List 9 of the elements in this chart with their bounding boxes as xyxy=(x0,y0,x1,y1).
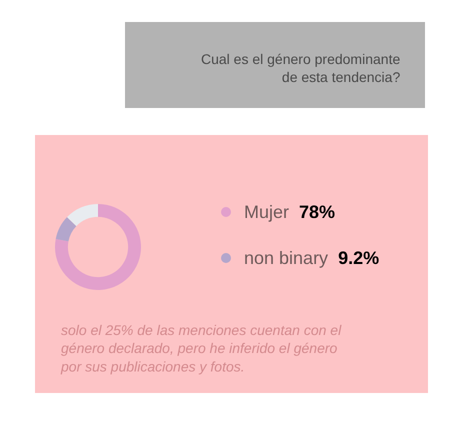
donut-slice xyxy=(56,217,76,242)
chart-title: Cual es el género predominante de esta tendencia? xyxy=(201,51,400,86)
data-label: 78% xyxy=(299,202,336,222)
donut-slice xyxy=(55,204,141,290)
legend-label: Mujer xyxy=(244,202,290,222)
data-label: 9.2% xyxy=(338,248,380,268)
text: solo el 25% de las menciones cuentan con el género declarado, pero he inferido el género por sus publicaciones y fotos. xyxy=(60,322,342,374)
legend-label: non binary xyxy=(244,248,328,268)
donut-slice xyxy=(67,204,98,226)
